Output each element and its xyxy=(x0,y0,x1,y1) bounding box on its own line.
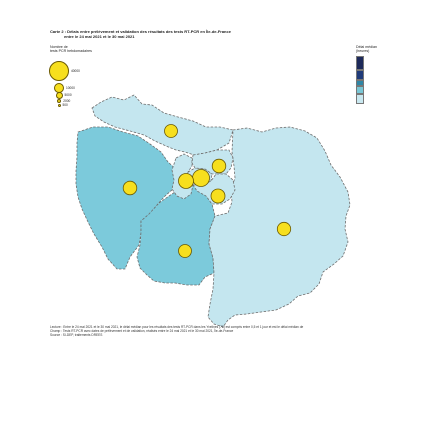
test-count-bubbles xyxy=(122,124,292,258)
map-title: Carte 2 : Délais entre prélèvement et va… xyxy=(50,29,380,39)
bubble-legend-title-line2: tests PCR hebdomadaires xyxy=(50,49,92,54)
color-legend-title-line2: (heures) xyxy=(356,49,370,54)
bubble-size-legend: Nombre de tests PCR hebdomadaires 40000 1… xyxy=(49,45,110,125)
bubble-78 xyxy=(122,180,138,196)
bubble-91 xyxy=(178,244,192,258)
department-95 xyxy=(91,94,234,156)
color-legend-swatch xyxy=(356,86,364,94)
bubble-legend-circle xyxy=(49,61,69,81)
color-legend-title-line1: Délai médian xyxy=(356,45,377,49)
bubble-92 xyxy=(178,173,194,189)
bubble-legend-label: 2000 xyxy=(63,99,71,103)
department-shapes xyxy=(75,94,351,328)
bubble-legend-label: 5000 xyxy=(64,93,72,97)
notes-scope: Champ : Tests RT-PCR avec dates de prélè… xyxy=(50,328,234,333)
bubble-legend-title-line1: Nombre de xyxy=(50,45,68,49)
bubble-legend-title: Nombre de tests PCR hebdomadaires xyxy=(50,45,110,54)
notes-source: Source : SI-DEP, traitements DREES xyxy=(50,332,103,337)
bubble-93 xyxy=(211,158,227,174)
color-legend-swatch xyxy=(356,70,364,80)
bubble-75 xyxy=(192,169,210,187)
bubble-94 xyxy=(210,188,226,204)
bubble-legend-label: 500 xyxy=(62,103,68,107)
map-notes: Lecture : Entre le 24 mai 2021 et le 30 … xyxy=(50,325,410,338)
bubble-legend-circle xyxy=(56,98,62,104)
bubble-legend-circle xyxy=(57,103,61,107)
notes-reading: Lecture : Entre le 24 mai 2021 et le 30 … xyxy=(50,325,304,329)
bubble-95 xyxy=(164,124,178,138)
map-title-line2: entre le 24 mai 2021 et le 30 mai 2021 xyxy=(64,34,135,39)
color-scale-legend: Délai médian (heures) xyxy=(356,45,416,115)
map-title-line1: Carte 2 : Délais entre prélèvement et va… xyxy=(50,29,231,34)
color-legend-swatch xyxy=(356,56,364,70)
bubble-legend-label: 40000 xyxy=(71,69,80,73)
bubble-legend-circle xyxy=(55,91,63,99)
bubble-legend-label: 10000 xyxy=(66,86,75,90)
color-legend-title: Délai médian (heures) xyxy=(356,45,416,54)
bubble-77 xyxy=(276,221,292,237)
color-legend-swatch xyxy=(356,94,364,104)
color-legend-swatch xyxy=(356,80,364,86)
